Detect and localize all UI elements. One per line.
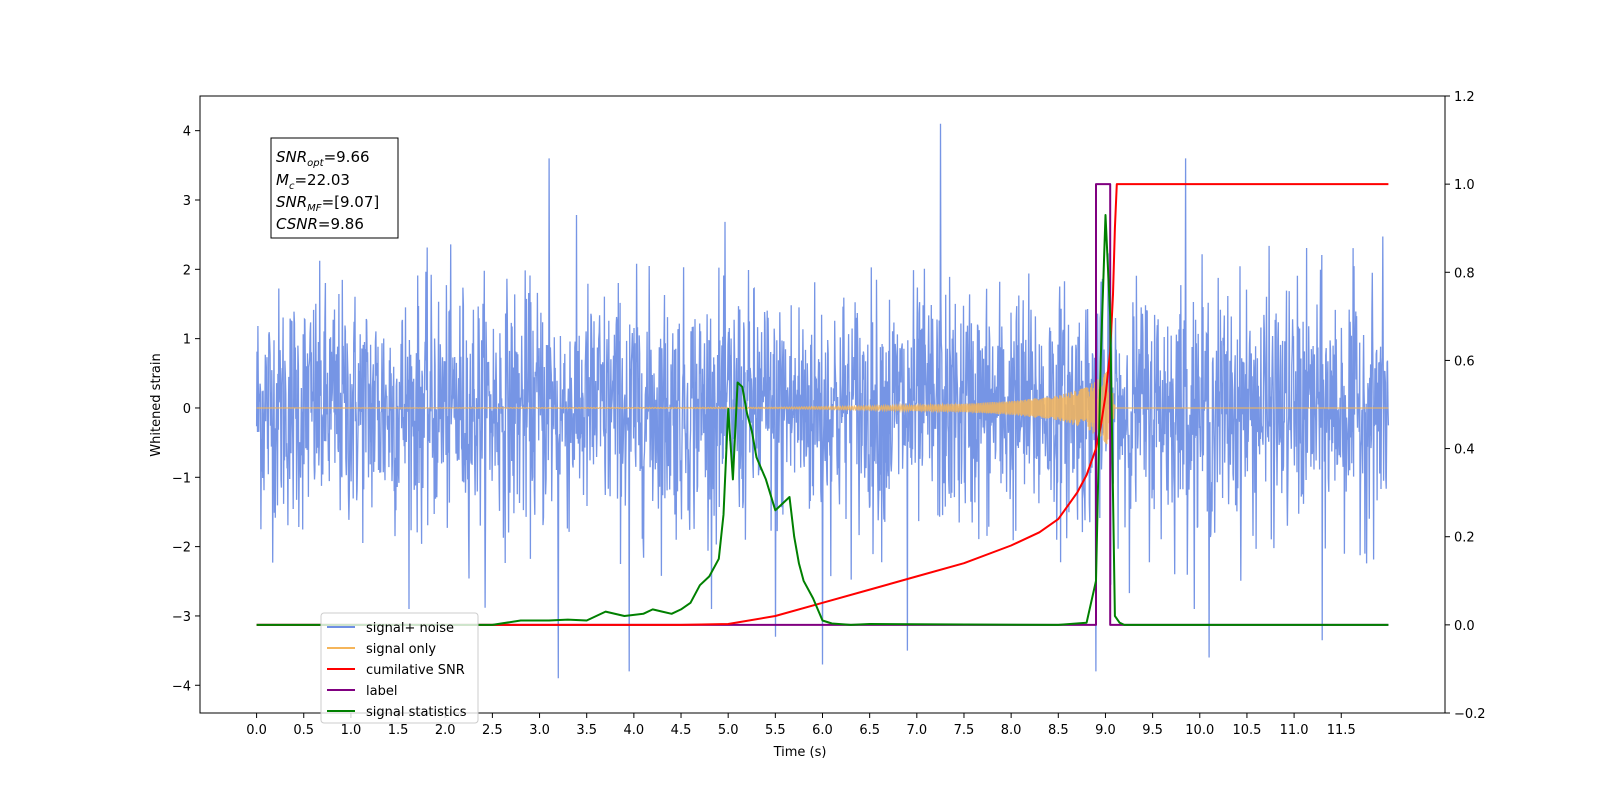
y2-tick-label: 0.2 (1454, 531, 1475, 546)
stats-annotation-box: SNRopt=9.66 Mc=22.03 SNRMF=[9.07] CSNR=9… (270, 137, 399, 239)
x-tick-label: 7.0 (906, 723, 927, 738)
x-tick-label: 0.0 (246, 723, 267, 738)
x-axis-label: Time (s) (773, 745, 827, 760)
legend-frame (320, 612, 479, 724)
x-tick-label: 4.0 (624, 723, 645, 738)
y-tick-label: −2 (172, 541, 191, 556)
legend-label: label (366, 684, 397, 699)
y2-tick-label: 0.6 (1454, 354, 1475, 369)
x-tick-label: 10.0 (1185, 723, 1214, 738)
x-tick-label: 5.5 (765, 723, 786, 738)
legend: signal+ noise signal only cumilative SNR la… (320, 612, 479, 724)
x-tick-label: 2.0 (435, 723, 456, 738)
axes: 0.0 0.5 1.0 1.5 2.0 2.5 3.0 3.5 4.0 4.5 5.0 5.5 6.0 6… (172, 90, 1486, 738)
x-tick-label: 9.5 (1142, 723, 1163, 738)
x-tick-label: 0.5 (293, 723, 314, 738)
y2-tick-label: 1.0 (1454, 178, 1475, 193)
y-tick-label: −1 (172, 471, 191, 486)
x-tick-label: 11.0 (1280, 723, 1309, 738)
series-signal-statistics-line (256, 214, 1389, 626)
x-tick-label: 5.0 (718, 723, 739, 738)
x-tick-label: 7.5 (954, 723, 975, 738)
y2-tick-label: 0.4 (1454, 443, 1475, 458)
x-tick-label: 9.0 (1095, 723, 1116, 738)
annotation-snr-mf-value: =[9.07] (322, 193, 380, 211)
x-tick-label: 4.5 (671, 723, 692, 738)
series-cumulative-snr-line (256, 183, 1389, 626)
x-tick-label: 2.5 (482, 723, 503, 738)
legend-label: cumilative SNR (366, 663, 465, 678)
y2-tick-label: 1.2 (1454, 90, 1475, 105)
annotation-csnr: CSNR=9.86 (276, 215, 364, 233)
y-tick-label: 0 (183, 402, 191, 417)
plot-area (255, 123, 1390, 679)
y-tick-label: −3 (172, 610, 191, 625)
y2-tick-label: 0.8 (1454, 266, 1475, 281)
legend-label: signal statistics (366, 705, 467, 720)
legend-label: signal+ noise (366, 621, 454, 636)
annotation-mc: Mc=22.03 (276, 171, 350, 192)
y-tick-label: −4 (172, 679, 191, 694)
annotation-mc-value: =22.03 (294, 171, 350, 189)
x-tick-label: 3.5 (576, 723, 597, 738)
x-tick-label: 10.5 (1232, 723, 1261, 738)
y-tick-label: 3 (183, 194, 191, 209)
annotation-snr-opt: SNRopt=9.66 (276, 148, 370, 169)
x-tick-label: 8.5 (1048, 723, 1069, 738)
series-signal-only-line (256, 367, 1389, 445)
y-tick-label: 2 (183, 263, 191, 278)
y-axis-label: Whitened strain (149, 353, 164, 456)
series-signal-noise-line (255, 123, 1390, 679)
x-tick-label: 1.5 (388, 723, 409, 738)
x-tick-label: 6.5 (859, 723, 880, 738)
x-tick-label: 6.0 (812, 723, 833, 738)
annotation-frame (270, 137, 399, 239)
annotation-snr-mf: SNRMF=[9.07] (276, 193, 379, 214)
x-tick-label: 1.0 (341, 723, 362, 738)
x-tick-label: 3.0 (529, 723, 550, 738)
annotation-snr-opt-value: =9.66 (324, 148, 370, 166)
legend-label: signal only (366, 642, 436, 657)
x-tick-label: 11.5 (1327, 723, 1356, 738)
y-tick-label: 1 (183, 333, 191, 348)
annotation-csnr-value: =9.86 (318, 215, 364, 233)
x-tick-label: 8.0 (1001, 723, 1022, 738)
y-tick-label: 4 (183, 125, 191, 140)
y2-tick-label: 0.0 (1454, 619, 1475, 634)
y2-tick-label: −0.2 (1454, 707, 1486, 722)
